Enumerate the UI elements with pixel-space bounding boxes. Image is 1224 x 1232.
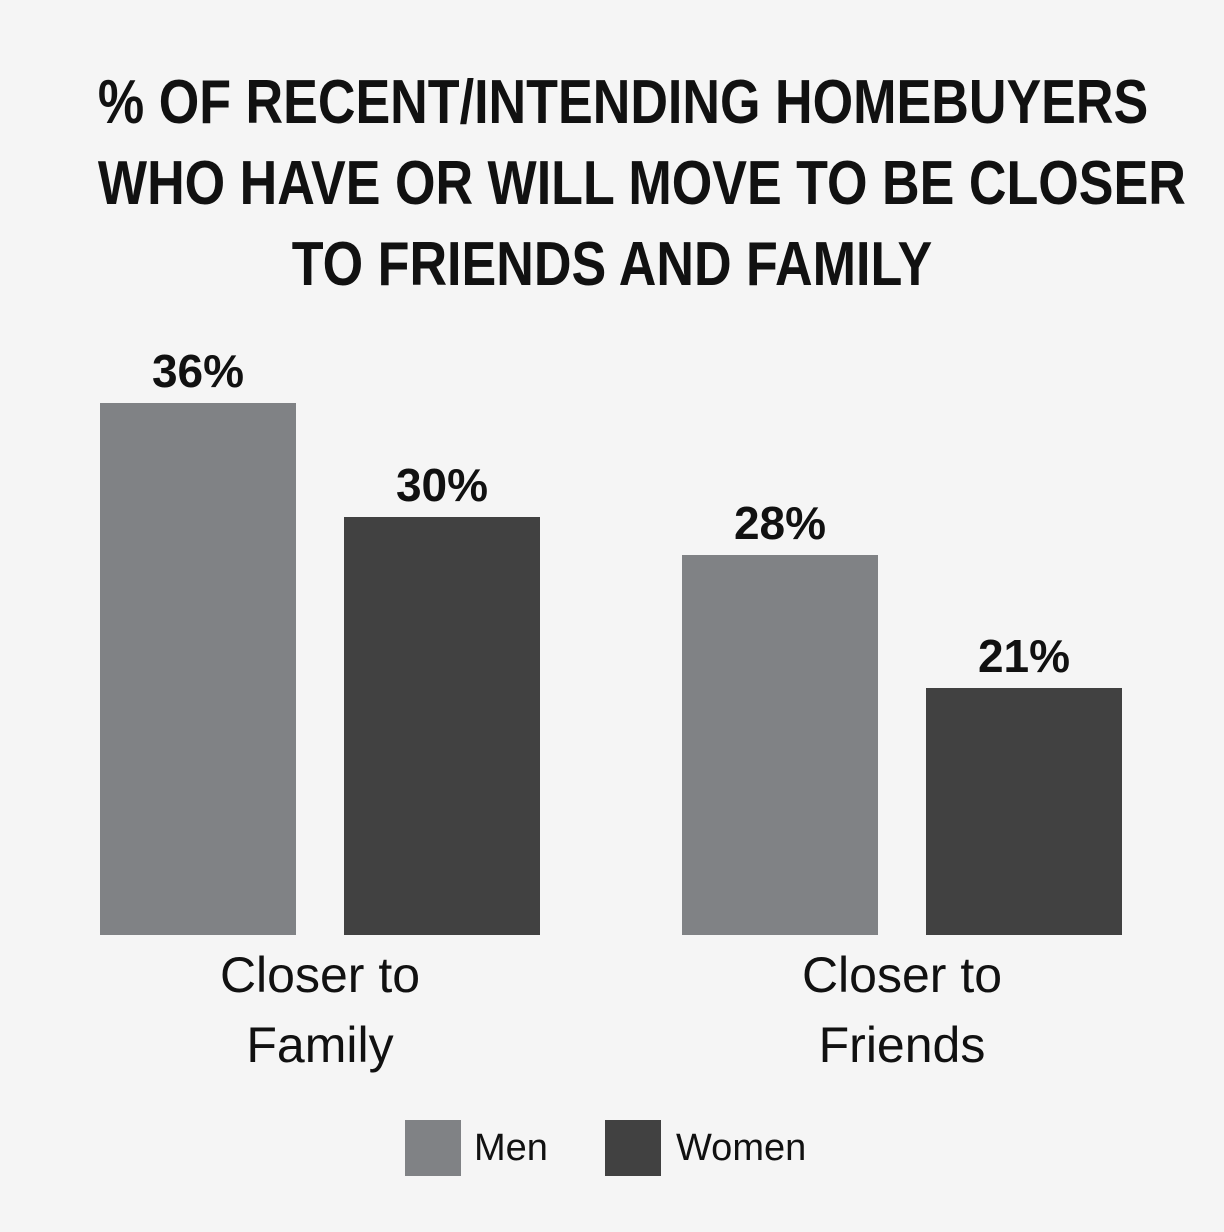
category-label-family: Closer to Family	[120, 940, 520, 1080]
title-line-1: % OF RECENT/INTENDING HOMEBUYERS	[97, 68, 1149, 137]
legend-label-women: Women	[676, 1127, 807, 1169]
bar-women-0	[344, 517, 540, 935]
bar-men-1	[682, 555, 878, 935]
category-line: Family	[246, 1017, 394, 1073]
data-label: 30%	[396, 459, 488, 511]
bar-men-0	[100, 403, 296, 935]
legend-swatch-men	[405, 1120, 461, 1176]
data-label: 28%	[734, 497, 826, 549]
data-label: 36%	[152, 345, 244, 397]
category-line: Closer to	[801, 947, 1003, 1003]
title-line-2: WHO HAVE OR WILL MOVE TO BE CLOSER	[97, 149, 1186, 218]
category-label-friends: Closer to Friends	[702, 940, 1102, 1080]
title-line-3: TO FRIENDS AND FAMILY	[291, 230, 933, 299]
category-line: Closer to	[219, 947, 421, 1003]
data-label: 21%	[978, 630, 1070, 682]
legend-label-men: Men	[474, 1127, 548, 1169]
bar-women-1	[926, 688, 1122, 935]
chart-title: % OF RECENT/INTENDING HOMEBUYERS WHO HAV…	[0, 62, 1224, 305]
category-line: Friends	[818, 1017, 986, 1073]
legend-swatch-women	[605, 1120, 661, 1176]
